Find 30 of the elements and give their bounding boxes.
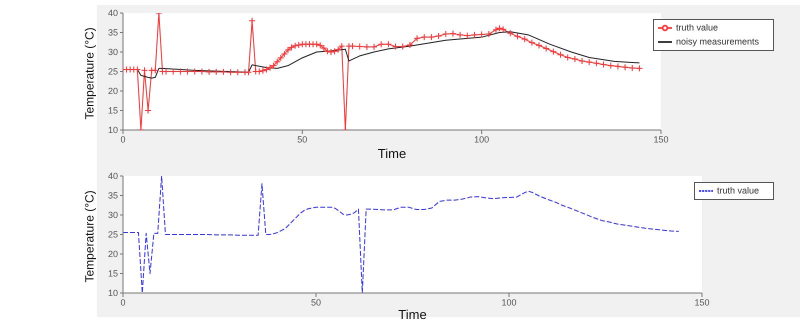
- x-tick-label: 150: [694, 297, 710, 308]
- y-tick-label: 15: [108, 268, 118, 279]
- legend-label: truth value: [676, 22, 718, 32]
- legend-label: truth value: [716, 185, 759, 196]
- y-tick-label: 40: [108, 8, 118, 18]
- y-tick-label: 20: [108, 86, 118, 96]
- y-tick-label: 25: [108, 230, 118, 240]
- y-tick-label: 30: [108, 210, 118, 220]
- x-axis-title: Time: [398, 307, 427, 321]
- y-tick-label: 10: [108, 125, 118, 136]
- x-tick-label: 0: [120, 134, 126, 144]
- y-axis-title: Temperature (°C): [82, 190, 96, 282]
- x-tick-label: 50: [297, 134, 308, 144]
- y-tick-label: 40: [108, 171, 118, 182]
- x-tick-label: 0: [120, 297, 126, 308]
- x-tick-label: 150: [653, 134, 668, 144]
- x-tick-label: 100: [501, 297, 516, 308]
- legend-label: noisy measurements: [676, 36, 759, 46]
- y-tick-label: 20: [108, 249, 118, 260]
- y-axis-title: Temperature (°C): [82, 27, 96, 120]
- y-tick-label: 15: [108, 106, 118, 116]
- x-axis-title: Time: [378, 146, 406, 161]
- x-tick-label: 50: [310, 297, 321, 308]
- y-tick-label: 35: [108, 190, 118, 201]
- y-tick-label: 10: [108, 288, 118, 298]
- y-tick-label: 35: [108, 28, 118, 38]
- y-tick-label: 25: [108, 66, 118, 77]
- x-tick-label: 100: [474, 134, 490, 144]
- y-tick-label: 30: [108, 47, 118, 58]
- line-series: [123, 176, 680, 293]
